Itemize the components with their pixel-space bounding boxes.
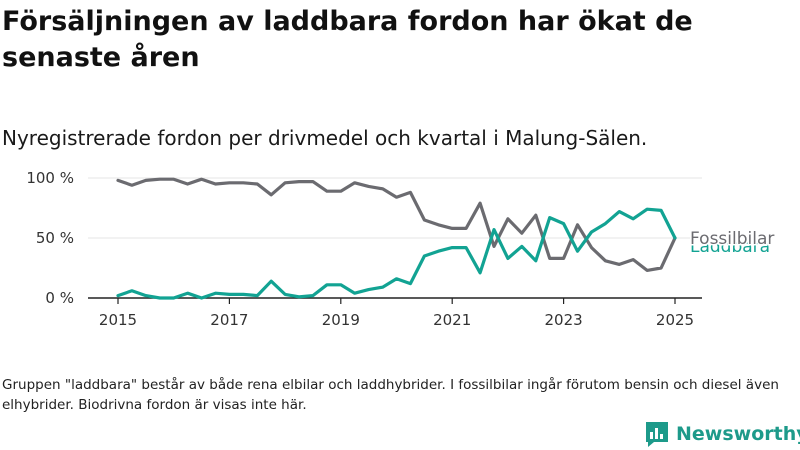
- x-tick-label: 2025: [656, 311, 694, 329]
- y-tick-label: 50 %: [36, 229, 74, 247]
- grid-lines: [88, 177, 702, 239]
- chart-title: Försäljningen av laddbara fordon har öka…: [2, 6, 693, 73]
- x-tick-label: 2015: [99, 311, 137, 329]
- series-line-laddbara: [116, 207, 677, 300]
- series-lines: [116, 177, 677, 300]
- brand-logo: Newsworthy: [644, 420, 800, 448]
- x-tick-label: 2021: [433, 311, 471, 329]
- series-line-fossilbilar: [116, 177, 677, 273]
- line-chart: 0 % 50 % 100 % 2015 2017 2019 2021 2023 2025 Lad…: [26, 169, 776, 329]
- newsworthy-logo-icon: [646, 422, 668, 447]
- x-tick-label: 2019: [322, 311, 360, 329]
- x-tick-label: 2023: [545, 311, 583, 329]
- x-tick-label: 2017: [210, 311, 248, 329]
- y-tick-label: 0 %: [45, 289, 74, 307]
- series-label-fossilbilar: Fossilbilar: [690, 229, 774, 249]
- brand-name: Newsworthy: [676, 423, 800, 445]
- footnote: Gruppen "laddbara" består av både rena e…: [2, 377, 779, 413]
- axis: 0 % 50 % 100 % 2015 2017 2019 2021 2023 2025: [26, 169, 702, 329]
- series-label-laddbara: Laddbara: [690, 237, 770, 257]
- chart-subtitle: Nyregistrerade fordon per drivmedel och …: [2, 126, 648, 150]
- y-tick-label: 100 %: [26, 169, 74, 187]
